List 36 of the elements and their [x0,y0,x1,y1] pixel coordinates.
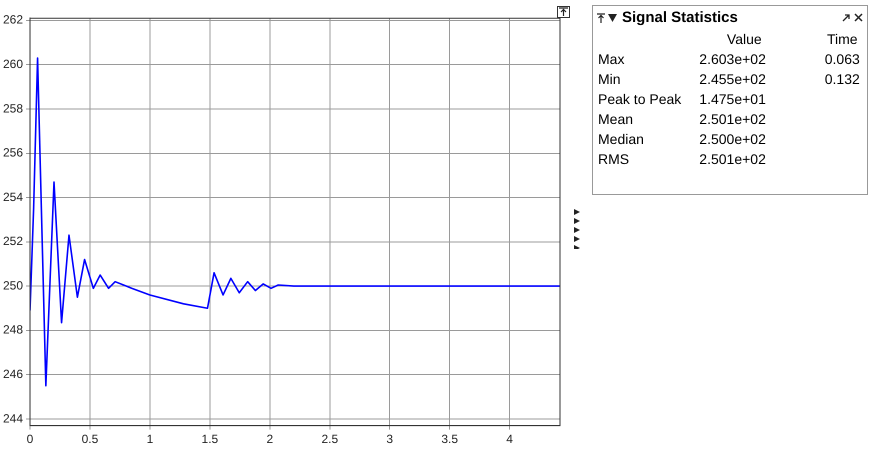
y-tick-label: 256 [2,146,24,160]
x-tick-label: 1 [146,432,154,446]
text: Signal Statistics [622,9,738,26]
x-tick-label: 0.5 [82,432,99,446]
y-tick-label: 262 [2,12,24,27]
text: 2.501e+02 [699,151,766,167]
text: 2.603e+02 [699,51,766,67]
text: 2.500e+02 [699,131,766,147]
text: 2.455e+02 [699,71,766,87]
x-tick-label: 2.5 [321,432,338,446]
x-tick-label: 4 [506,432,514,446]
x-tick-label: 0 [26,432,34,446]
text: 2.501e+02 [699,111,766,127]
y-tick-label: 248 [2,322,24,337]
category-label: Min [598,71,621,87]
x-tick-label: 3.5 [441,432,458,446]
text: 0.063 [824,51,860,67]
category-label: Max [598,51,624,67]
category-label: Time [826,30,859,49]
x-tick-label: 2 [266,432,274,446]
category-label: Peak to Peak [598,91,682,107]
category-label: Median [598,131,644,147]
text: 1.475e+01 [699,91,766,107]
x-tick-label: 3 [386,432,394,446]
category-label: Value [726,30,763,49]
x-tick-label: 1.5 [202,432,219,446]
category-label: RMS [598,151,630,167]
y-tick-label: 254 [2,190,24,204]
text: 0.132 [824,71,860,87]
y-tick-label: 244 [2,411,24,426]
y-tick-label: 246 [2,366,24,381]
y-tick-label: 258 [2,101,24,116]
y-tick-label: 252 [2,234,24,248]
category-label: Mean [598,111,634,127]
y-tick-label: 260 [2,57,24,72]
y-tick-label: 250 [2,278,24,292]
